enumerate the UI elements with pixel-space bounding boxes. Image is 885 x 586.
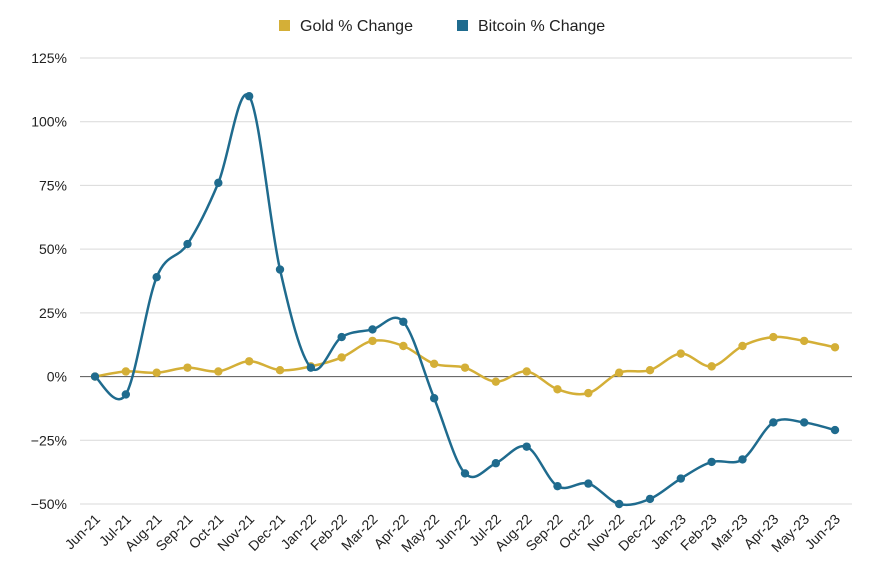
- bitcoin-change-point: [522, 442, 531, 451]
- gold-change-point: [399, 341, 408, 351]
- gold-change-point: [799, 336, 809, 346]
- gold-change-point: [614, 368, 624, 377]
- gold-change-point: [460, 363, 470, 372]
- bitcoin-change-point: [553, 481, 562, 491]
- gold-change-point: [275, 366, 285, 375]
- gold-change-point: [368, 336, 377, 346]
- gold-change-legend-swatch: [279, 20, 290, 31]
- bitcoin-change-point: [676, 474, 686, 483]
- gold-change-point: [707, 362, 716, 371]
- y-tick-label: 50%: [39, 241, 67, 257]
- gold-change-point: [769, 332, 778, 342]
- bitcoin-change-point: [429, 394, 439, 403]
- bitcoin-change-point: [244, 92, 254, 101]
- gold-change-point: [152, 368, 161, 377]
- bitcoin-change-point: [584, 479, 593, 488]
- bitcoin-change-point: [275, 265, 285, 274]
- gold-change-point: [491, 377, 501, 386]
- y-tick-label: 100%: [31, 114, 67, 130]
- bitcoin-change-point: [799, 418, 809, 427]
- bitcoin-change-point: [769, 418, 778, 427]
- bitcoin-change-point: [368, 325, 377, 334]
- gold-change-point: [584, 388, 593, 398]
- bitcoin-change-point: [614, 499, 624, 509]
- gold-change-legend-label: Gold % Change: [300, 18, 413, 35]
- gold-change-point: [244, 357, 254, 366]
- bitcoin-change-point: [214, 178, 223, 188]
- bitcoin-change-series: [90, 92, 840, 509]
- x-tick-label: Jun-23: [802, 511, 844, 553]
- bitcoin-change-legend-label: Bitcoin % Change: [478, 18, 605, 35]
- x-tick-label: Jun-21: [62, 511, 104, 553]
- bitcoin-change-point: [645, 494, 655, 504]
- bitcoin-change-point: [707, 457, 716, 467]
- bitcoin-change-point: [491, 459, 501, 468]
- gold-change-point: [676, 349, 686, 358]
- bitcoin-change-point: [306, 363, 316, 372]
- series-layer: [90, 92, 840, 509]
- bitcoin-change-point: [830, 425, 840, 435]
- bitcoin-change-point: [90, 372, 100, 381]
- y-tick-label: −25%: [31, 432, 67, 448]
- y-tick-label: 0%: [47, 369, 67, 385]
- bitcoin-change-line: [94, 93, 836, 507]
- gold-change-point: [121, 367, 131, 376]
- gold-change-point: [183, 363, 192, 372]
- gold-change-point: [522, 367, 531, 376]
- gold-change-point: [830, 343, 840, 352]
- y-tick-label: 125%: [31, 50, 67, 66]
- y-tick-label: 75%: [39, 177, 67, 193]
- bitcoin-change-point: [399, 317, 408, 326]
- bitcoin-change-point: [460, 469, 470, 478]
- gold-change-point: [429, 359, 439, 369]
- y-axis: 125% 100% 75% 50% 25% 0% −25% −50%: [31, 50, 67, 512]
- bitcoin-change-point: [738, 455, 747, 464]
- bitcoin-change-point: [337, 332, 346, 342]
- gold-change-point: [553, 385, 562, 394]
- bitcoin-change-legend-swatch: [457, 20, 468, 31]
- gold-change-series: [90, 332, 840, 398]
- bitcoin-change-point: [152, 272, 161, 282]
- gold-change-point: [337, 353, 346, 362]
- y-tick-label: 25%: [39, 305, 67, 321]
- gridlines: [80, 57, 852, 505]
- gold-change-point: [645, 366, 655, 375]
- y-tick-label: −50%: [31, 496, 67, 512]
- gold-change-point: [738, 341, 747, 351]
- bitcoin-change-point: [121, 390, 131, 399]
- x-tick-label: Jun-22: [432, 511, 474, 553]
- bitcoin-change-point: [183, 239, 192, 249]
- legend: Gold % Change Bitcoin % Change: [279, 18, 605, 35]
- x-axis: Jun-21Jul-21Aug-21Sep-21Oct-21Nov-21Dec-…: [62, 511, 844, 555]
- gold-change-point: [214, 367, 223, 376]
